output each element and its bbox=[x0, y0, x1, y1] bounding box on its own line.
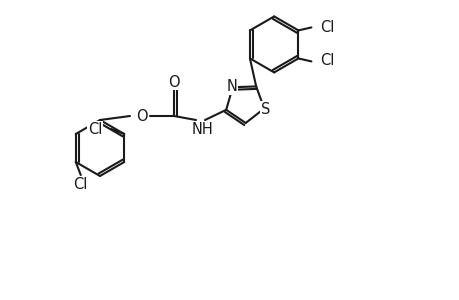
Text: NH: NH bbox=[192, 122, 213, 136]
Text: N: N bbox=[226, 79, 236, 94]
Text: Cl: Cl bbox=[73, 176, 88, 191]
Text: Cl: Cl bbox=[88, 122, 102, 136]
Text: O: O bbox=[136, 109, 147, 124]
Text: O: O bbox=[168, 74, 179, 89]
Text: Cl: Cl bbox=[320, 53, 334, 68]
Text: Cl: Cl bbox=[320, 20, 334, 35]
Text: S: S bbox=[260, 101, 269, 116]
